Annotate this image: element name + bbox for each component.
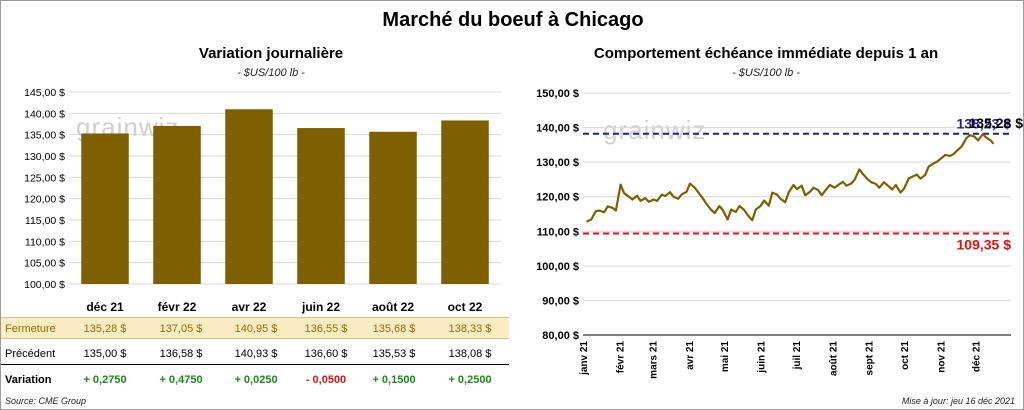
y-tick-label: 105,00 $ bbox=[24, 258, 65, 270]
y-tick-label: 120,00 $ bbox=[24, 194, 65, 206]
y-tick-label: 135,00 $ bbox=[24, 130, 65, 142]
x-tick-label: avr 21 bbox=[685, 341, 696, 370]
y-tick-label: 125,00 $ bbox=[24, 172, 65, 184]
row-label-prev: Précédent bbox=[5, 348, 56, 360]
y-tick-label: 145,00 $ bbox=[24, 87, 65, 99]
y-tick-label: 110,00 $ bbox=[537, 226, 579, 238]
var-cell: + 0,2750 bbox=[83, 374, 127, 386]
price-line bbox=[586, 133, 995, 223]
x-tick-label: sept 21 bbox=[865, 341, 876, 376]
x-tick-label: oct 21 bbox=[900, 341, 911, 370]
x-tick-label: janv 21 bbox=[579, 341, 590, 376]
var-cell: - 0,0500 bbox=[305, 374, 347, 386]
y-tick-label: 110,00 $ bbox=[25, 236, 65, 248]
watermark-text: grainwiz bbox=[603, 115, 706, 145]
y-tick-label: 115,00 $ bbox=[25, 215, 65, 227]
table-row-close: Fermeture 135,28 $ 137,05 $ 140,95 $ 136… bbox=[1, 317, 509, 339]
x-tick-label: août 22 bbox=[372, 300, 414, 314]
y-tick-label: 130,00 $ bbox=[536, 157, 579, 169]
close-cell: 137,05 $ bbox=[159, 323, 203, 335]
bar bbox=[225, 109, 273, 284]
close-cell: 140,95 $ bbox=[234, 323, 278, 335]
x-tick-label: févr 21 bbox=[615, 341, 626, 374]
y-tick-label: 140,00 $ bbox=[536, 123, 579, 135]
x-tick-label: mars 21 bbox=[648, 341, 659, 379]
left-panel-title: Variation journalière bbox=[198, 45, 344, 62]
var-cell: + 0,4750 bbox=[159, 374, 203, 386]
y-tick-label: 100,00 $ bbox=[24, 279, 65, 291]
reference-line-label: 109,35 $ bbox=[957, 237, 1012, 253]
page-title: Marché du boeuf à Chicago bbox=[382, 9, 644, 31]
update-note: Mise à jour: jeu 16 déc 2021 bbox=[901, 396, 1015, 406]
y-tick-label: 130,00 $ bbox=[24, 151, 65, 163]
bar bbox=[297, 128, 345, 284]
x-tick-label: févr 22 bbox=[158, 300, 197, 314]
x-tick-label: déc 21 bbox=[86, 300, 124, 314]
table-row-var: Variation + 0,2750 + 0,4750 + 0,0250 - 0… bbox=[1, 369, 509, 391]
right-panel-subtitle: - $US/100 lb - bbox=[732, 67, 800, 79]
row-label-close: Fermeture bbox=[5, 323, 56, 335]
x-tick-label: juin 21 bbox=[757, 341, 768, 374]
left-panel-subtitle: - $US/100 lb - bbox=[237, 67, 305, 79]
row-label-var: Variation bbox=[5, 374, 52, 386]
source-note: Source: CME Group bbox=[5, 396, 87, 406]
bar bbox=[441, 120, 489, 284]
table-row-prev: Précédent 135,00 $ 136,58 $ 140,93 $ 136… bbox=[1, 343, 509, 365]
prev-cell: 135,53 $ bbox=[372, 348, 416, 360]
var-cell: + 0,1500 bbox=[372, 374, 416, 386]
y-tick-label: 100,00 $ bbox=[536, 261, 579, 273]
var-cell: + 0,2500 bbox=[448, 374, 492, 386]
prev-cell: 138,08 $ bbox=[448, 348, 492, 360]
y-tick-label: 90,00 $ bbox=[542, 295, 579, 307]
y-tick-label: 140,00 $ bbox=[24, 108, 65, 120]
close-cell: 135,68 $ bbox=[372, 323, 416, 335]
line-chart: grainwiz 80,00 $ 90,00 $ 100,00 $ 110,00 $ 12… bbox=[536, 88, 1024, 379]
bar bbox=[153, 125, 201, 284]
var-cell: + 0,0250 bbox=[234, 374, 278, 386]
close-cell: 135,28 $ bbox=[83, 323, 127, 335]
y-tick-label: 150,00 $ bbox=[536, 88, 579, 100]
x-tick-label: avr 22 bbox=[232, 300, 267, 314]
x-tick-label: déc 21 bbox=[972, 341, 983, 373]
prev-cell: 135,00 $ bbox=[83, 348, 127, 360]
prev-cell: 140,93 $ bbox=[234, 348, 278, 360]
x-tick-label: août 21 bbox=[828, 341, 839, 376]
x-tick-label: oct 22 bbox=[448, 300, 483, 314]
x-tick-label: nov 21 bbox=[936, 341, 947, 373]
x-tick-label: juil 21 bbox=[792, 341, 803, 371]
reference-line-label: 138,23 $ bbox=[957, 116, 1012, 132]
bar bbox=[81, 133, 129, 284]
last-value-label: 135,28 $ bbox=[969, 115, 1024, 131]
prev-cell: 136,60 $ bbox=[304, 348, 348, 360]
close-cell: 136,55 $ bbox=[304, 323, 348, 335]
y-tick-label: 80,00 $ bbox=[542, 330, 579, 342]
x-tick-label: juin 22 bbox=[301, 300, 340, 314]
y-tick-label: 120,00 $ bbox=[536, 192, 579, 204]
bar bbox=[369, 131, 417, 284]
prev-cell: 136,58 $ bbox=[159, 348, 203, 360]
x-tick-label: mai 21 bbox=[720, 341, 731, 373]
close-cell: 138,33 $ bbox=[448, 323, 492, 335]
right-panel-title: Comportement échéance immédiate depuis 1… bbox=[593, 45, 939, 62]
